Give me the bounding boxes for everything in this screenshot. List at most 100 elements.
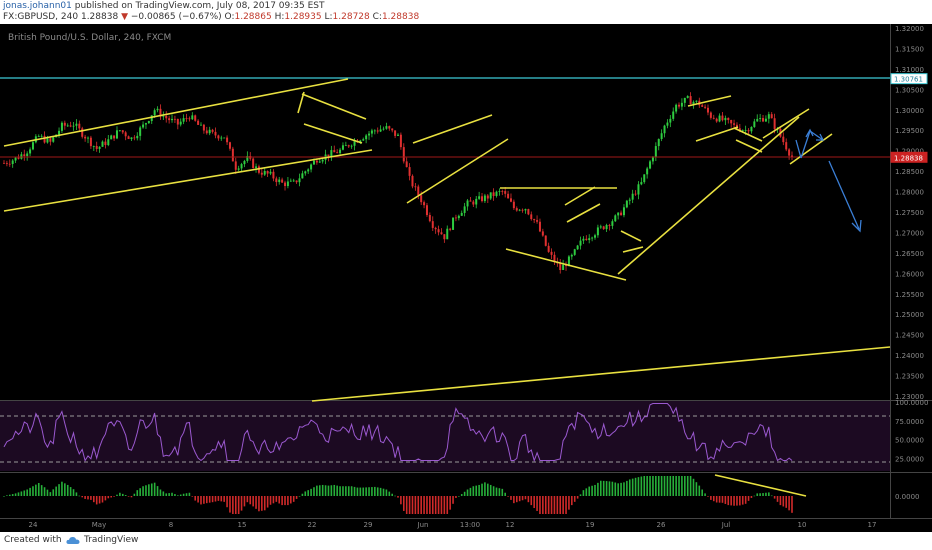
high-value: 1.28935 xyxy=(284,12,322,22)
macd-bar-positive xyxy=(594,484,596,496)
trendline[interactable] xyxy=(735,139,763,153)
candle-body-up xyxy=(298,178,301,183)
macd-bar-negative xyxy=(411,496,414,514)
macd-bar-positive xyxy=(14,493,17,496)
macd-bar-positive xyxy=(768,492,770,496)
macd-bar-negative xyxy=(243,496,246,507)
arrow-line[interactable] xyxy=(795,139,802,159)
trendline[interactable] xyxy=(620,230,642,242)
trendline[interactable] xyxy=(406,138,509,204)
time-axis[interactable]: 24 May 8 15 22 29 Jun 13:00 12 19 26 Jul 10 17 xyxy=(29,521,877,529)
macd-bar-negative xyxy=(788,496,790,511)
chart-title: British Pound/U.S. Dollar, 240, FXCM xyxy=(8,33,171,43)
arrow-line[interactable] xyxy=(800,130,811,159)
candle-body-down xyxy=(414,186,417,188)
candle-body-down xyxy=(715,118,718,122)
rsi-axis[interactable]: 100.0000 75.0000 50.0000 25.0000 xyxy=(895,399,928,463)
macd-bar-positive xyxy=(588,486,591,496)
candle-body-down xyxy=(712,117,715,119)
macd-bar-negative xyxy=(295,496,298,499)
macd-bar-positive xyxy=(142,486,144,496)
trendline[interactable] xyxy=(789,133,833,165)
candle-body-down xyxy=(733,123,736,125)
macd-bar-positive xyxy=(472,486,475,496)
price-tick-label: 1.25000 xyxy=(895,311,924,319)
macd-bar-positive xyxy=(350,486,353,496)
trendline[interactable] xyxy=(297,91,305,114)
price-axis[interactable]: 1.32000 1.31500 1.31000 1.30500 1.30000 1.295… xyxy=(890,25,928,401)
macd-bar-negative xyxy=(571,496,573,506)
macd-bar-positive xyxy=(32,486,34,496)
trendline[interactable] xyxy=(695,126,739,142)
candle-body-down xyxy=(188,118,191,120)
price-label-text: 1.28838 xyxy=(894,154,923,162)
trendline[interactable] xyxy=(311,346,891,402)
rsi-line[interactable] xyxy=(3,403,793,463)
candle-body-down xyxy=(538,221,541,232)
macd-bar-positive xyxy=(61,481,63,496)
rsi-tick-label: 75.0000 xyxy=(895,418,924,426)
macd-bar-negative xyxy=(530,496,533,506)
time-tick-label: Jul xyxy=(721,521,731,529)
macd-bar-positive xyxy=(684,476,686,496)
candle-body-up xyxy=(240,164,243,169)
macd-histogram[interactable] xyxy=(3,476,793,514)
candlestick-series[interactable] xyxy=(3,92,793,274)
username-link[interactable]: jonas.johann01 xyxy=(3,1,72,11)
trendline[interactable] xyxy=(412,114,493,144)
rsi-pane[interactable] xyxy=(0,401,890,471)
macd-bar-negative xyxy=(730,496,732,506)
macd-bar-positive xyxy=(394,495,396,497)
trendline[interactable] xyxy=(303,123,363,144)
macd-bar-positive xyxy=(695,482,698,496)
price-tick-label: 1.27000 xyxy=(895,229,924,237)
candle-body-up xyxy=(307,169,310,172)
arrow-head[interactable] xyxy=(851,219,862,233)
candle-body-up xyxy=(75,123,78,126)
arrow-head[interactable] xyxy=(816,133,825,141)
price-pane[interactable] xyxy=(0,24,890,400)
trendline[interactable] xyxy=(566,203,601,223)
macd-bar-negative xyxy=(226,496,228,508)
candle-body-up xyxy=(139,127,142,136)
trendline-drawings[interactable] xyxy=(3,78,891,497)
macd-bar-negative xyxy=(194,496,197,501)
arrow-line[interactable] xyxy=(809,130,824,141)
trendline[interactable] xyxy=(733,127,763,142)
trendline[interactable] xyxy=(762,108,810,139)
trendline[interactable] xyxy=(301,93,367,120)
tradingview-logo-text[interactable]: TradingView xyxy=(84,535,139,545)
trendline[interactable] xyxy=(687,95,732,107)
macd-bar-negative xyxy=(791,496,793,513)
macd-bar-positive xyxy=(675,476,677,496)
macd-bar-positive xyxy=(37,483,40,496)
macd-axis[interactable]: 0.0000 xyxy=(895,493,920,501)
forecast-arrows[interactable] xyxy=(795,128,862,233)
trendline[interactable] xyxy=(714,474,807,497)
macd-bar-negative xyxy=(782,496,785,507)
trendline[interactable] xyxy=(3,149,373,212)
macd-bar-positive xyxy=(359,487,362,496)
trendline[interactable] xyxy=(564,186,596,206)
candle-body-down xyxy=(486,195,489,199)
trendline[interactable] xyxy=(617,116,800,275)
candle-body-down xyxy=(63,122,66,126)
price-label-box xyxy=(890,151,928,163)
trendline[interactable] xyxy=(3,78,349,147)
macd-bar-negative xyxy=(127,496,130,497)
trendline[interactable] xyxy=(622,246,644,253)
created-with-text: Created with xyxy=(4,535,62,545)
macd-bar-negative xyxy=(707,496,709,497)
candle-body-up xyxy=(321,159,324,162)
macd-bar-positive xyxy=(666,476,669,496)
candle-body-up xyxy=(646,168,649,175)
candle-body-up xyxy=(301,173,304,179)
arrow-head[interactable] xyxy=(805,128,814,138)
price-tick-label: 1.29000 xyxy=(895,148,924,156)
chart-canvas[interactable]: British Pound/U.S. Dollar, 240, FXCM 1.3… xyxy=(0,24,932,532)
trendline[interactable] xyxy=(505,248,627,281)
candle-body-up xyxy=(37,136,40,137)
macd-bar-positive xyxy=(617,483,619,496)
candle-body-down xyxy=(78,123,81,129)
arrow-line[interactable] xyxy=(828,160,860,230)
